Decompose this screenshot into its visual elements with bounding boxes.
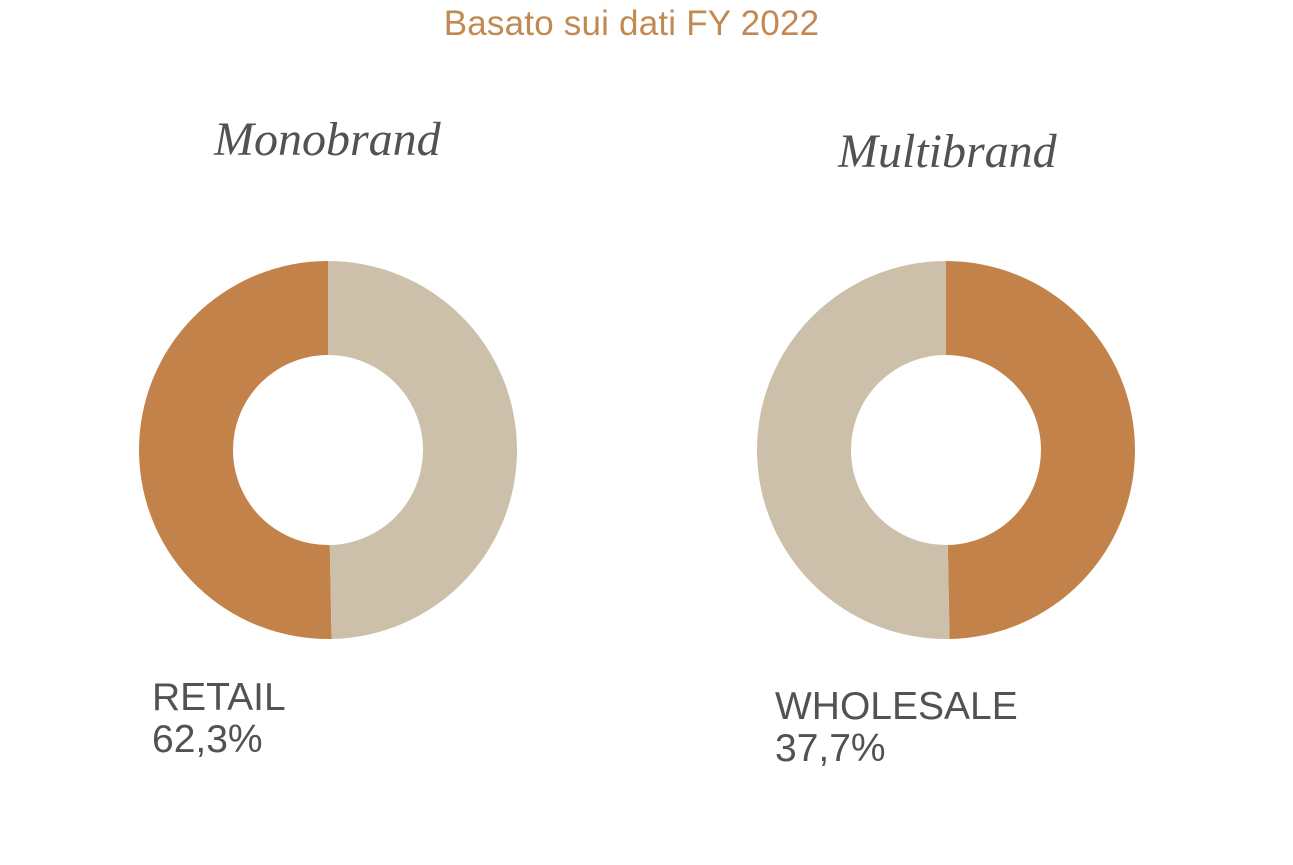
- multibrand-slice-1: [946, 261, 1136, 639]
- legend-multibrand: WHOLESALE 37,7%: [775, 686, 1018, 770]
- legend-label-wholesale: WHOLESALE: [775, 685, 1018, 728]
- chart-title-multibrand: Multibrand: [838, 125, 1057, 178]
- chart-subtitle: Basato sui dati FY 2022: [443, 4, 820, 43]
- monobrand-slice-2: [328, 261, 518, 639]
- legend-label-retail: RETAIL: [152, 676, 286, 719]
- donut-chart-multibrand: [757, 261, 1136, 639]
- legend-value-retail: 62,3%: [152, 718, 263, 761]
- legend-monobrand: RETAIL 62,3%: [152, 677, 286, 761]
- donut-chart-monobrand: [139, 261, 518, 639]
- multibrand-slice-2: [757, 261, 950, 639]
- chart-title-monobrand: Monobrand: [214, 113, 441, 166]
- legend-value-wholesale: 37,7%: [775, 727, 886, 770]
- monobrand-slice-1: [139, 261, 332, 639]
